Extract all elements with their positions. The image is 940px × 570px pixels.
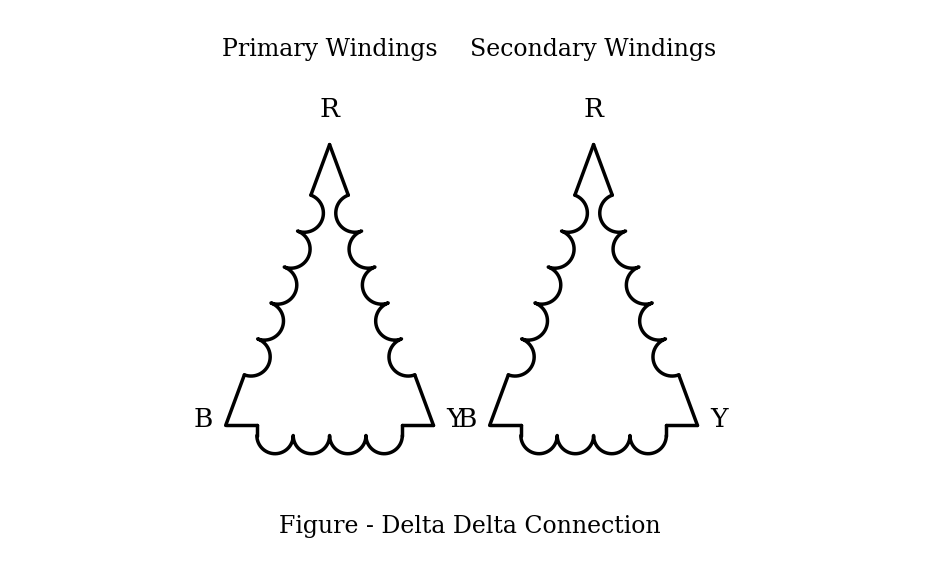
Text: Figure - Delta Delta Connection: Figure - Delta Delta Connection	[279, 515, 661, 538]
Text: B: B	[458, 408, 478, 432]
Text: Y: Y	[710, 408, 728, 432]
Text: B: B	[194, 408, 213, 432]
Text: Y: Y	[446, 408, 463, 432]
Text: R: R	[584, 97, 603, 122]
Text: Secondary Windings: Secondary Windings	[470, 38, 716, 61]
Text: R: R	[320, 97, 339, 122]
Text: Primary Windings: Primary Windings	[222, 38, 437, 61]
